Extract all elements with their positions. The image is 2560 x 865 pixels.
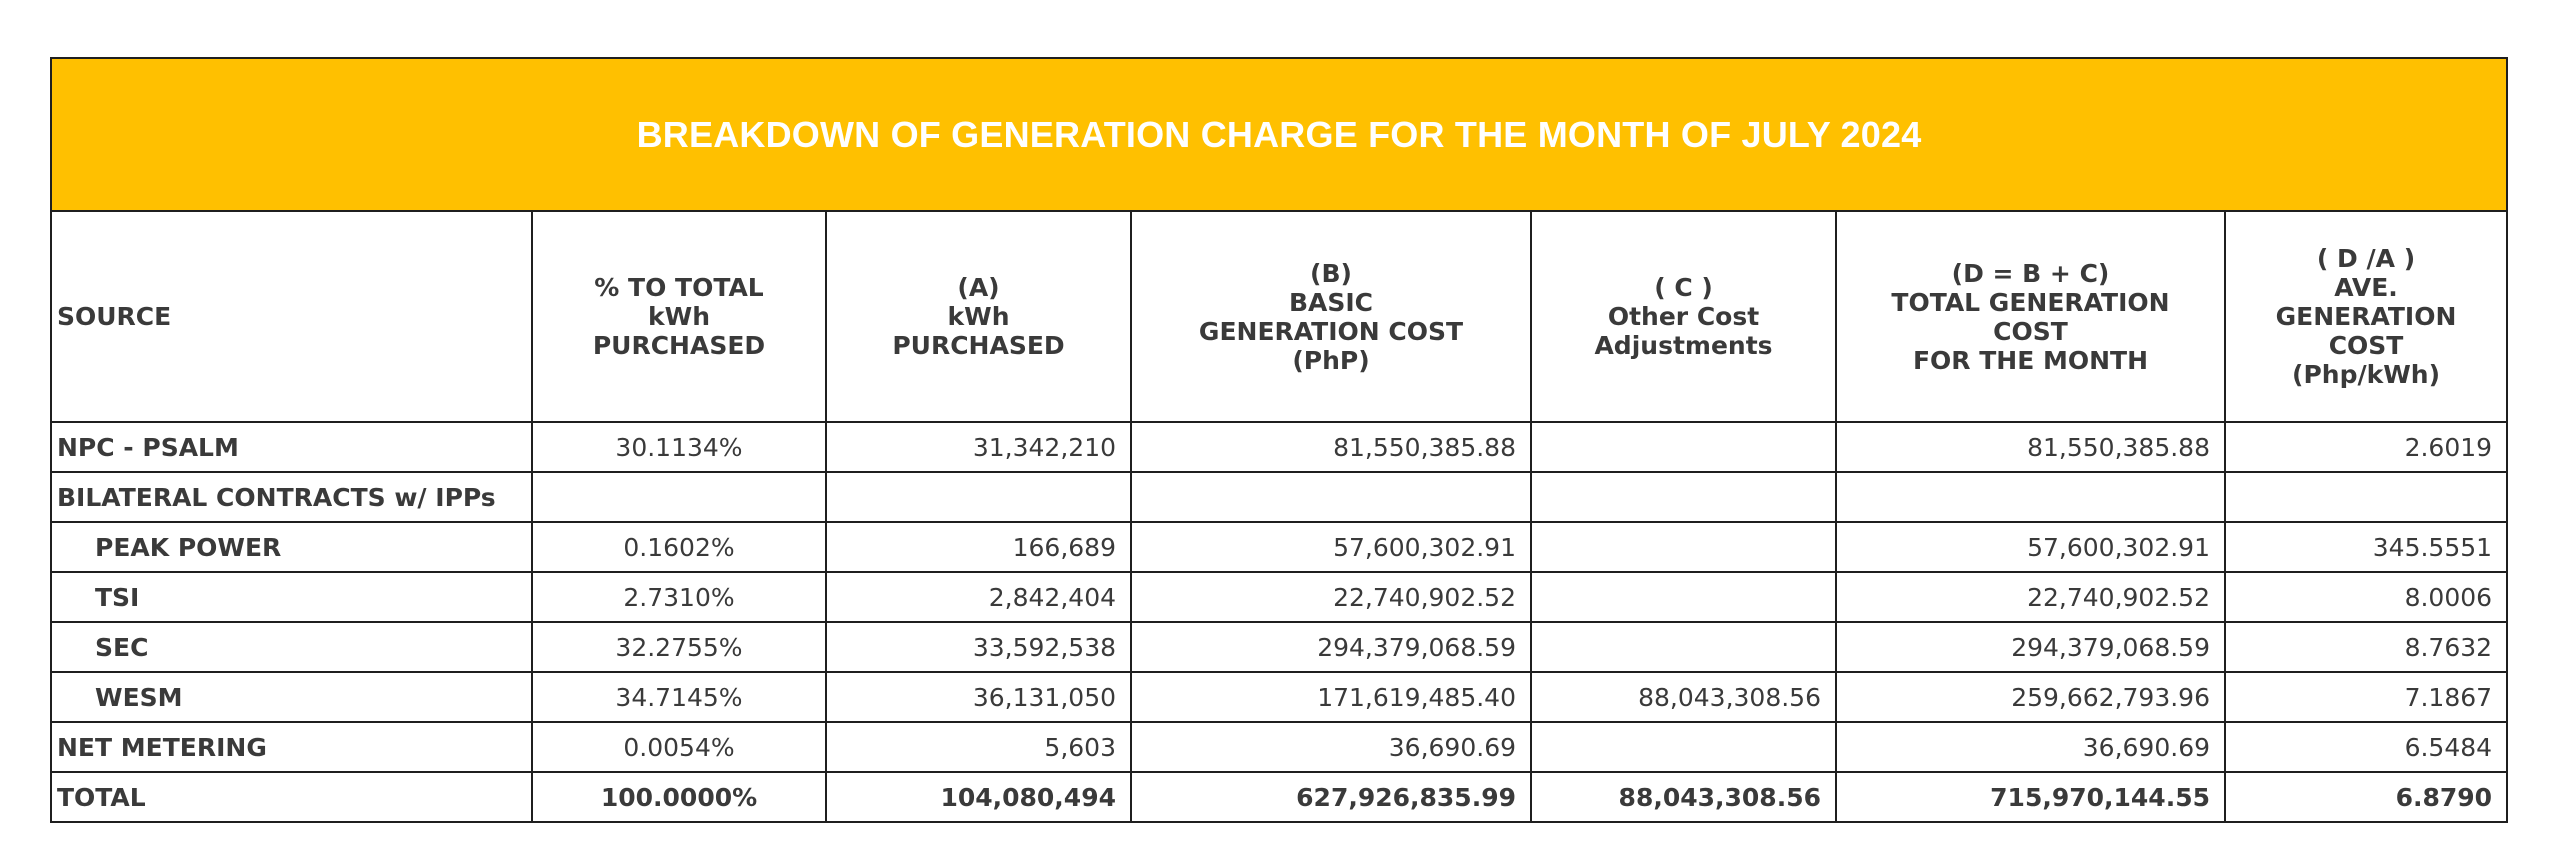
row-basic-cost: 171,619,485.40 bbox=[1130, 671, 1532, 723]
row-basic-cost: 294,379,068.59 bbox=[1130, 621, 1532, 673]
header-line: FOR THE MONTH bbox=[1912, 345, 2149, 375]
header-line: (PhP) bbox=[1292, 345, 1370, 375]
row-source: SEC bbox=[50, 621, 533, 673]
header-average-generation-cost: ( D /A ) AVE. GENERATION COST (Php/kWh) bbox=[2223, 210, 2509, 423]
header-line: kWh bbox=[947, 302, 1010, 331]
table-row-net-metering: NET METERING 0.0054% 5,603 36,690.69 36,… bbox=[50, 721, 2509, 773]
header-line: BASIC bbox=[1288, 287, 1374, 317]
row-basic-cost: 57,600,302.91 bbox=[1130, 521, 1532, 573]
header-line: TOTAL GENERATION COST bbox=[1891, 287, 2170, 346]
row-percent: 34.7145% bbox=[531, 671, 827, 723]
row-average-cost: 7.1867 bbox=[2223, 671, 2509, 723]
row-other-cost bbox=[1530, 521, 1837, 573]
table-row-wesm: WESM 34.7145% 36,131,050 171,619,485.40 … bbox=[50, 671, 2509, 723]
row-average-cost: 8.7632 bbox=[2223, 621, 2509, 673]
row-average-cost: 345.5551 bbox=[2223, 521, 2509, 573]
header-source: SOURCE bbox=[50, 210, 533, 423]
row-percent: 100.0000% bbox=[531, 771, 827, 823]
table-row-peak-power: PEAK POWER 0.1602% 166,689 57,600,302.91… bbox=[50, 521, 2509, 573]
row-other-cost bbox=[1530, 471, 1837, 523]
table-row-sec: SEC 32.2755% 33,592,538 294,379,068.59 2… bbox=[50, 621, 2509, 673]
header-other-cost-adjustments: ( C ) Other Cost Adjustments bbox=[1530, 210, 1837, 423]
row-percent: 30.1134% bbox=[531, 421, 827, 473]
row-kwh: 166,689 bbox=[825, 521, 1132, 573]
row-basic-cost: 81,550,385.88 bbox=[1130, 421, 1532, 473]
header-line: kWh bbox=[648, 302, 710, 331]
header-line: GENERATION COST bbox=[1198, 316, 1464, 346]
row-kwh: 33,592,538 bbox=[825, 621, 1132, 673]
header-basic-generation-cost: (B) BASIC GENERATION COST (PhP) bbox=[1130, 210, 1532, 423]
row-kwh: 31,342,210 bbox=[825, 421, 1132, 473]
row-average-cost: 8.0006 bbox=[2223, 571, 2509, 623]
row-basic-cost: 627,926,835.99 bbox=[1130, 771, 1532, 823]
header-line: % TO TOTAL bbox=[594, 273, 764, 302]
row-total-cost: 22,740,902.52 bbox=[1835, 571, 2226, 623]
table-title: BREAKDOWN OF GENERATION CHARGE FOR THE M… bbox=[49, 57, 2509, 212]
row-total-cost: 715,970,144.55 bbox=[1835, 771, 2226, 823]
row-other-cost: 88,043,308.56 bbox=[1530, 671, 1837, 723]
row-source: TSI bbox=[50, 571, 533, 623]
row-percent: 32.2755% bbox=[531, 621, 827, 673]
header-line: Adjustments bbox=[1594, 331, 1773, 360]
row-basic-cost: 36,690.69 bbox=[1130, 721, 1532, 773]
row-total-cost: 57,600,302.91 bbox=[1835, 521, 2226, 573]
header-line: PURCHASED bbox=[892, 331, 1065, 360]
row-basic-cost: 22,740,902.52 bbox=[1130, 571, 1532, 623]
row-kwh: 104,080,494 bbox=[825, 771, 1132, 823]
row-kwh bbox=[825, 471, 1132, 523]
row-total-cost: 259,662,793.96 bbox=[1835, 671, 2226, 723]
row-source: BILATERAL CONTRACTS w/ IPPs bbox=[50, 471, 533, 523]
header-line: AVE. GENERATION bbox=[2275, 273, 2457, 331]
generation-charge-table: BREAKDOWN OF GENERATION CHARGE FOR THE M… bbox=[49, 57, 2509, 823]
table-row-total: TOTAL 100.0000% 104,080,494 627,926,835.… bbox=[50, 771, 2509, 823]
row-total-cost bbox=[1835, 471, 2226, 523]
row-average-cost bbox=[2223, 471, 2509, 523]
row-source: NET METERING bbox=[50, 721, 533, 773]
generation-charge-sheet: BREAKDOWN OF GENERATION CHARGE FOR THE M… bbox=[49, 57, 2509, 823]
row-percent bbox=[531, 471, 827, 523]
header-percent-total: % TO TOTAL kWh PURCHASED bbox=[531, 210, 827, 423]
row-other-cost bbox=[1530, 721, 1837, 773]
header-line: ( C ) bbox=[1654, 273, 1713, 302]
row-other-cost bbox=[1530, 421, 1837, 473]
row-other-cost bbox=[1530, 571, 1837, 623]
row-source: NPC - PSALM bbox=[50, 421, 533, 473]
row-kwh: 2,842,404 bbox=[825, 571, 1132, 623]
row-total-cost: 294,379,068.59 bbox=[1835, 621, 2226, 673]
row-source: WESM bbox=[50, 671, 533, 723]
header-line: PURCHASED bbox=[592, 331, 766, 360]
row-average-cost: 6.5484 bbox=[2223, 721, 2509, 773]
row-percent: 0.1602% bbox=[531, 521, 827, 573]
header-line: (Php/kWh) bbox=[2292, 360, 2441, 389]
header-line: Other Cost bbox=[1607, 302, 1760, 331]
header-line: COST bbox=[2328, 331, 2404, 360]
table-row-bilateral-contracts: BILATERAL CONTRACTS w/ IPPs bbox=[50, 471, 2509, 523]
header-line: ( D /A ) bbox=[2316, 244, 2416, 273]
row-source: PEAK POWER bbox=[50, 521, 533, 573]
table-row-tsi: TSI 2.7310% 2,842,404 22,740,902.52 22,7… bbox=[50, 571, 2509, 623]
header-total-generation-cost: (D = B + C) TOTAL GENERATION COST FOR TH… bbox=[1835, 210, 2226, 423]
row-kwh: 5,603 bbox=[825, 721, 1132, 773]
table-row-npc-psalm: NPC - PSALM 30.1134% 31,342,210 81,550,3… bbox=[50, 421, 2509, 473]
header-line: (A) bbox=[957, 273, 1000, 302]
row-other-cost bbox=[1530, 621, 1837, 673]
header-line: (D = B + C) bbox=[1951, 258, 2110, 288]
row-total-cost: 36,690.69 bbox=[1835, 721, 2226, 773]
row-average-cost: 6.8790 bbox=[2223, 771, 2509, 823]
row-other-cost: 88,043,308.56 bbox=[1530, 771, 1837, 823]
row-percent: 0.0054% bbox=[531, 721, 827, 773]
row-total-cost: 81,550,385.88 bbox=[1835, 421, 2226, 473]
header-kwh-purchased: (A) kWh PURCHASED bbox=[825, 210, 1132, 423]
row-kwh: 36,131,050 bbox=[825, 671, 1132, 723]
row-percent: 2.7310% bbox=[531, 571, 827, 623]
header-line: (B) bbox=[1310, 258, 1352, 288]
header-row: SOURCE % TO TOTAL kWh PURCHASED (A) kWh … bbox=[50, 210, 2509, 423]
row-average-cost: 2.6019 bbox=[2223, 421, 2509, 473]
row-source: TOTAL bbox=[50, 771, 533, 823]
row-basic-cost bbox=[1130, 471, 1532, 523]
